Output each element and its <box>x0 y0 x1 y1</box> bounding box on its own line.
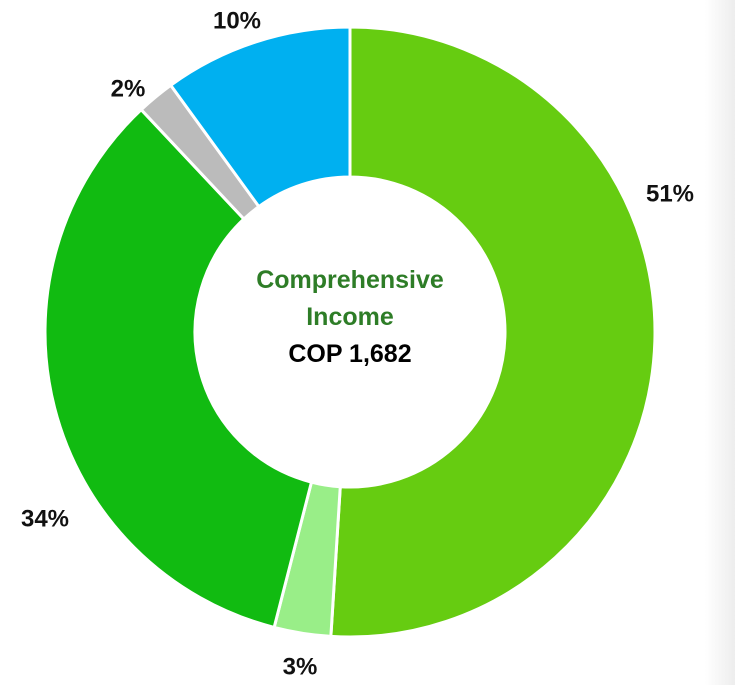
labels: 51% 3% 34% 2% 10% <box>21 7 694 680</box>
value-label: 2% <box>111 75 146 102</box>
center-title: Comprehensive Income <box>256 266 444 331</box>
slice <box>329 25 657 639</box>
background-edge <box>705 0 735 685</box>
slice <box>43 107 314 630</box>
value-label: 3% <box>283 653 318 680</box>
center-value: COP 1,682 <box>288 340 412 368</box>
slice <box>168 25 352 209</box>
value-label: 10% <box>213 7 261 34</box>
center-label: Comprehensive Income COP 1,682 <box>210 262 490 373</box>
slices <box>43 25 657 639</box>
value-label: 51% <box>646 180 694 207</box>
value-label: 34% <box>21 505 69 532</box>
